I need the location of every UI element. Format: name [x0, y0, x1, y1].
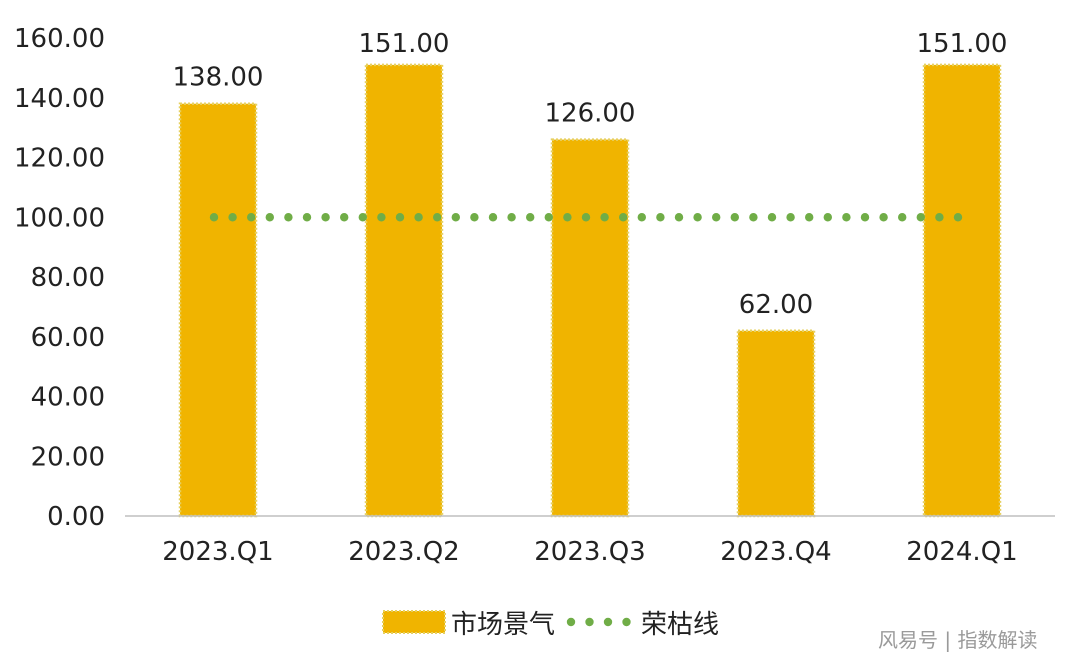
threshold-dot [767, 213, 777, 222]
threshold-dot [656, 213, 665, 222]
threshold-dot [526, 213, 535, 222]
threshold-dot [805, 213, 814, 222]
threshold-dot [321, 213, 330, 222]
legend-label-market: 市场景气 [451, 610, 555, 640]
x-tick-label: 2023.Q2 [348, 537, 459, 567]
threshold-dot [228, 213, 237, 222]
bar-2024.Q1 [922, 63, 1002, 518]
threshold-dot [935, 213, 944, 222]
threshold-dot [265, 213, 274, 222]
threshold-dot [786, 213, 795, 222]
data-labels: 138.00 151.00 126.00 62.00 151.00 [173, 29, 1008, 320]
threshold-dot [563, 213, 572, 222]
legend-swatch-market [382, 610, 446, 634]
y-tick-label: 60.00 [31, 323, 105, 353]
bar-2023.Q4 [736, 329, 816, 518]
threshold-dot [581, 213, 591, 222]
y-tick-label: 0.00 [47, 502, 105, 532]
watermark-text: 风易号 | 指数解读 [878, 628, 1037, 652]
threshold-dot [637, 213, 646, 222]
data-label: 126.00 [545, 99, 636, 129]
legend-swatch-threshold [566, 617, 631, 627]
y-tick-label: 100.00 [14, 203, 105, 233]
threshold-dot [674, 213, 684, 222]
threshold-dot [544, 213, 553, 222]
threshold-dot [433, 213, 442, 222]
x-tick-label: 2023.Q4 [720, 537, 831, 567]
threshold-dot [860, 213, 870, 222]
threshold-dot [730, 213, 739, 222]
bar-series [178, 63, 1002, 518]
threshold-dot [749, 213, 758, 222]
threshold-dot [395, 213, 405, 222]
threshold-dot [414, 213, 423, 222]
data-label: 151.00 [359, 29, 450, 59]
x-tick-label: 2023.Q3 [534, 537, 645, 567]
threshold-dot [898, 213, 907, 222]
legend: 市场景气 荣枯线 [382, 610, 719, 640]
y-tick-label: 40.00 [31, 383, 105, 413]
y-tick-label: 160.00 [14, 24, 105, 54]
threshold-dot [953, 213, 963, 222]
data-label: 151.00 [917, 29, 1008, 59]
threshold-dot [619, 213, 628, 222]
threshold-dot [600, 213, 609, 222]
data-label: 62.00 [739, 290, 813, 320]
data-label: 138.00 [173, 63, 264, 93]
x-tick-label: 2023.Q1 [162, 537, 273, 567]
bar-2023.Q2 [364, 63, 444, 518]
legend-label-threshold: 荣枯线 [641, 610, 719, 640]
y-tick-label: 120.00 [14, 144, 105, 174]
threshold-dot [488, 213, 498, 222]
x-axis-labels: 2023.Q1 2023.Q2 2023.Q3 2023.Q4 2024.Q1 [162, 537, 1017, 567]
legend-threshold-dot [585, 617, 594, 627]
threshold-dot [712, 213, 721, 222]
threshold-dot [470, 213, 479, 222]
threshold-line-series [209, 213, 963, 222]
y-axis-labels: 0.00 20.00 40.00 60.00 80.00 100.00 120.00 140.… [14, 24, 105, 532]
y-tick-label: 80.00 [31, 263, 105, 293]
threshold-dot [302, 213, 312, 222]
threshold-dot [209, 213, 219, 222]
threshold-dot [916, 213, 925, 222]
bar-2023.Q3 [550, 138, 630, 518]
threshold-dot [340, 213, 349, 222]
y-tick-label: 140.00 [14, 84, 105, 114]
threshold-dot [451, 213, 460, 222]
bar-2023.Q1 [178, 102, 258, 518]
legend-threshold-dot [566, 617, 576, 627]
legend-threshold-dot [622, 617, 631, 627]
x-tick-label: 2024.Q1 [906, 537, 1017, 567]
threshold-dot [377, 213, 386, 222]
threshold-dot [879, 213, 888, 222]
threshold-dot [823, 213, 832, 222]
threshold-dot [284, 213, 293, 222]
legend-threshold-dot [603, 617, 613, 627]
y-tick-label: 20.00 [31, 442, 105, 472]
threshold-dot [507, 213, 516, 222]
threshold-dot [842, 213, 851, 222]
threshold-dot [693, 213, 702, 222]
threshold-dot [358, 213, 367, 222]
threshold-dot [247, 213, 256, 222]
